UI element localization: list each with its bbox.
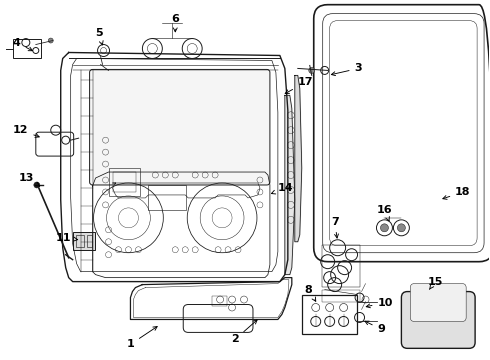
Circle shape <box>309 67 315 73</box>
Text: 17: 17 <box>285 77 313 94</box>
FancyBboxPatch shape <box>90 69 270 185</box>
Text: 1: 1 <box>126 327 157 349</box>
Bar <box>302 294 357 334</box>
Bar <box>212 296 227 306</box>
Bar <box>108 168 141 196</box>
Circle shape <box>34 182 40 188</box>
Bar <box>113 172 136 192</box>
Bar <box>322 289 360 302</box>
Bar <box>322 245 360 287</box>
Polygon shape <box>285 95 295 275</box>
Text: 16: 16 <box>377 205 392 221</box>
Text: 6: 6 <box>172 14 179 32</box>
Text: 13: 13 <box>19 173 40 186</box>
Text: 4: 4 <box>13 37 32 51</box>
Bar <box>75 235 84 247</box>
FancyBboxPatch shape <box>401 292 475 348</box>
Bar <box>13 39 41 58</box>
Circle shape <box>380 224 389 232</box>
Bar <box>87 235 92 247</box>
Bar <box>73 232 95 250</box>
Text: 18: 18 <box>443 187 471 199</box>
Text: 5: 5 <box>95 28 103 45</box>
Text: 11: 11 <box>56 233 77 243</box>
Bar <box>148 185 186 210</box>
FancyBboxPatch shape <box>410 284 466 321</box>
Text: 8: 8 <box>305 284 316 301</box>
Text: 15: 15 <box>427 276 442 289</box>
Text: 9: 9 <box>365 321 385 334</box>
Text: 7: 7 <box>331 217 339 238</box>
Circle shape <box>48 38 53 43</box>
Text: 10: 10 <box>366 297 393 308</box>
Text: 2: 2 <box>231 320 257 345</box>
Text: 14: 14 <box>271 183 294 194</box>
Text: 12: 12 <box>13 125 39 138</box>
Polygon shape <box>295 75 302 242</box>
Text: 3: 3 <box>331 63 362 76</box>
Circle shape <box>397 224 405 232</box>
